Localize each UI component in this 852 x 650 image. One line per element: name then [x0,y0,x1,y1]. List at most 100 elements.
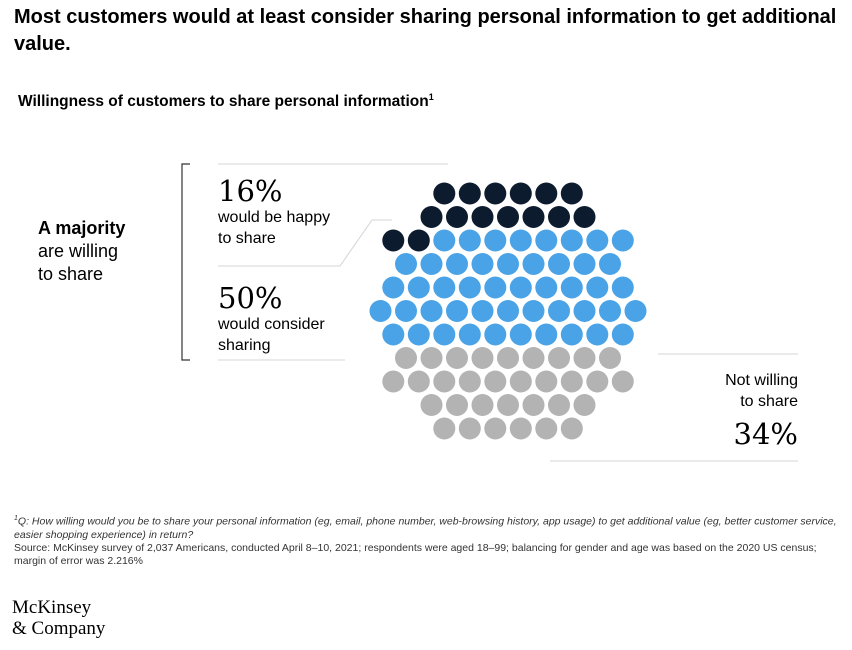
dot-consider [560,276,583,299]
dot-not [535,370,558,393]
dot-not [573,347,596,369]
category-consider: 50% would consider sharing [218,282,325,356]
percent-not-willing: 34% [733,417,798,451]
chart-title-footnote-marker: 1 [428,92,434,102]
dot-happy [433,182,456,205]
dot-consider [446,300,468,322]
dot-happy [484,182,507,205]
label-happy-line-1: would be happy [218,209,331,226]
dot-not [509,370,532,393]
dot-consider [535,323,558,346]
chart-title-text: Willingness of customers to share person… [18,93,429,111]
dot-consider [458,323,481,346]
dot-not [484,370,507,393]
logo-line-1: McKinsey [12,597,92,618]
dot-happy [497,206,519,228]
footnote-marker: 1 [14,515,18,522]
dot-consider [522,253,545,275]
dot-consider [586,229,609,252]
label-consider-line-1: would consider [218,316,325,333]
dot-consider [548,253,570,275]
footnote-source: Source: McKinsey survey of 2,037 America… [14,541,817,567]
dot-not [560,370,583,393]
dot-not [471,394,494,416]
dot-not [458,370,481,393]
percent-happy: 16% [218,174,283,208]
dot-consider [611,229,634,252]
dot-consider [433,276,456,299]
dot-consider [509,229,532,252]
leader-line-happy [218,219,392,267]
dot-not [446,394,468,416]
dot-consider [535,229,558,252]
dot-not [420,347,443,369]
dot-consider [471,300,494,322]
dot-not [420,394,443,416]
dot-consider [522,300,545,322]
headline: Most customers would at least consider s… [14,6,837,55]
dot-not [458,417,481,440]
label-not-line-1: Not willing [725,372,798,389]
footnote-question: 1Q: How willing would you be to share yo… [14,512,844,542]
dot-consider [624,300,647,322]
dot-happy [407,229,430,252]
dot-happy [573,206,596,228]
dot-consider [407,323,430,346]
percent-consider: 50% [218,281,283,315]
dot-not [382,370,405,393]
dot-not [548,394,570,416]
mckinsey-logo: McKinsey & Company [12,597,105,639]
dot-not [599,347,621,369]
dot-consider [560,229,583,252]
dot-not [522,347,545,369]
dot-consider [382,323,405,346]
dot-consider [433,323,456,346]
dot-consider [382,276,405,299]
dot-happy [560,182,583,205]
dot-not [446,347,468,369]
dot-happy [535,182,558,205]
dot-happy [458,182,481,205]
dot-consider [599,253,621,275]
dot-not [573,394,596,416]
dot-consider [420,253,443,275]
dot-not [535,417,558,440]
dot-consider [458,276,481,299]
dots-group [369,182,647,440]
dot-consider [599,300,621,322]
dot-happy [471,206,494,228]
majority-label-line-1: are willing [38,241,119,261]
dot-consider [407,276,430,299]
category-not-willing: Not willing to share 34% [725,370,798,450]
dot-consider [484,323,507,346]
guide-lines [181,163,798,462]
majority-label-line-2: to share [38,264,104,284]
dot-consider [535,276,558,299]
dot-consider [586,276,609,299]
dot-consider [497,300,519,322]
logo-line-2: & Company [12,618,106,639]
majority-label: A majority are willing to share [38,217,125,286]
bracket-line [181,163,190,361]
dot-not [560,417,583,440]
dot-consider [586,323,609,346]
dot-not [497,347,519,369]
dot-happy [522,206,545,228]
dot-not [407,370,430,393]
dot-consider [433,229,456,252]
dot-consider [446,253,468,275]
dot-consider [458,229,481,252]
label-happy-line-2: to share [218,230,276,247]
dot-consider [395,300,417,322]
dot-consider [611,323,634,346]
label-consider-line-2: sharing [218,337,271,354]
dot-not [484,417,507,440]
dot-consider [369,300,392,322]
dot-happy [420,206,443,228]
majority-label-bold: A majority [38,218,126,238]
label-not-line-2: to share [740,393,798,410]
dot-not [433,370,456,393]
dot-consider [560,323,583,346]
dot-not [433,417,456,440]
